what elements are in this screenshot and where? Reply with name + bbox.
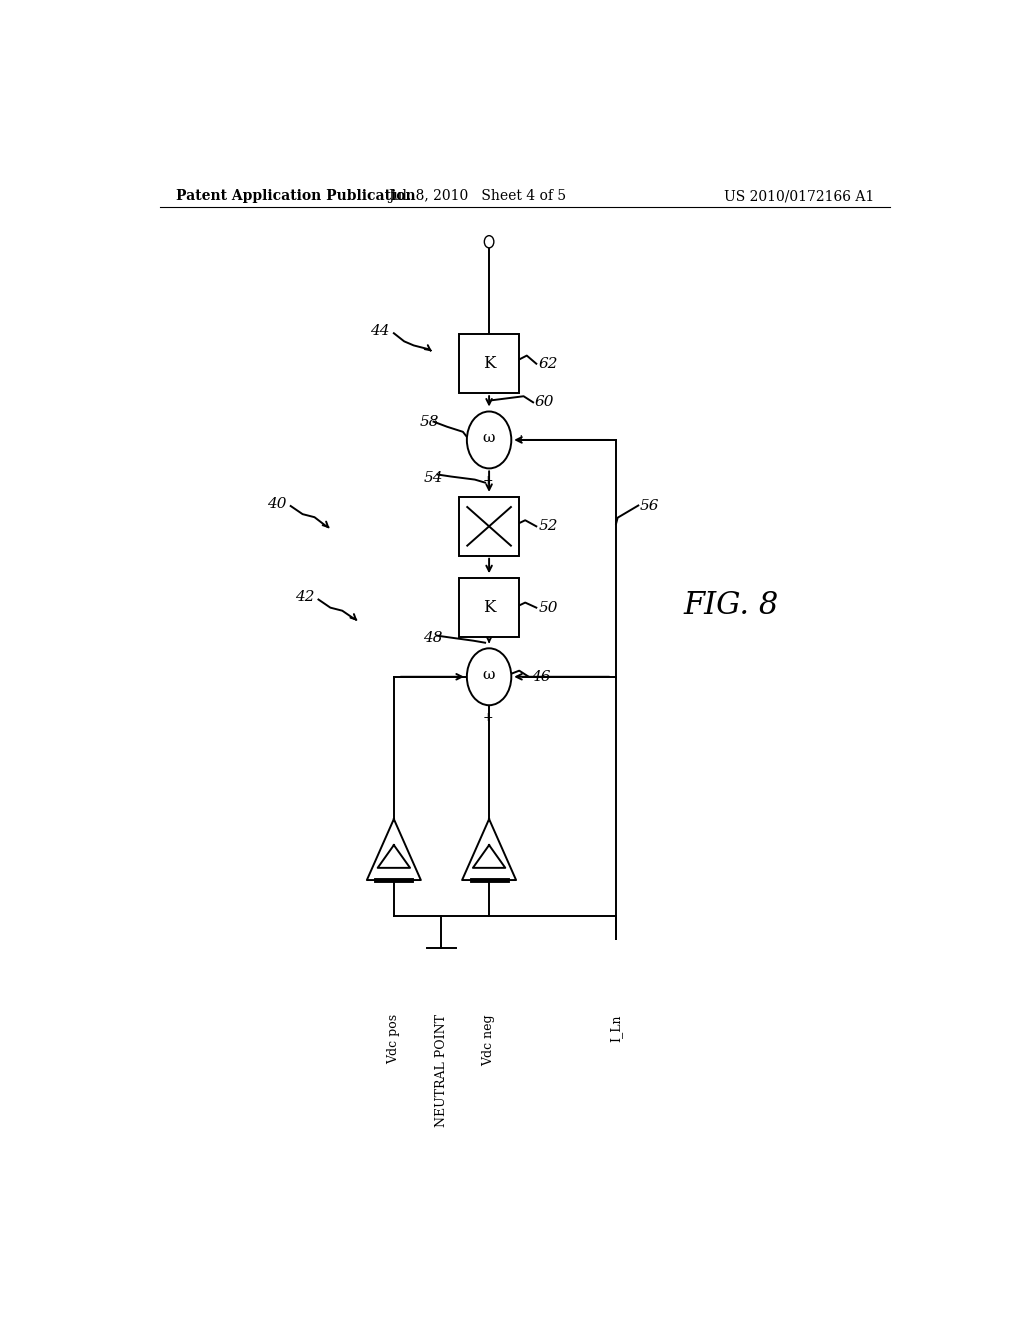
Text: US 2010/0172166 A1: US 2010/0172166 A1 bbox=[724, 189, 873, 203]
Bar bbox=[460, 496, 519, 556]
Text: 58: 58 bbox=[419, 414, 438, 429]
Text: 54: 54 bbox=[423, 470, 442, 484]
Bar bbox=[460, 578, 519, 638]
Text: K: K bbox=[483, 355, 496, 372]
Text: NEUTRAL POINT: NEUTRAL POINT bbox=[435, 1014, 447, 1127]
Text: 46: 46 bbox=[531, 669, 551, 684]
Text: 44: 44 bbox=[371, 325, 390, 338]
Circle shape bbox=[484, 236, 494, 248]
Text: Vdc pos: Vdc pos bbox=[387, 1014, 400, 1064]
Circle shape bbox=[467, 412, 511, 469]
Text: +: + bbox=[482, 474, 493, 487]
Text: 60: 60 bbox=[535, 395, 554, 409]
Text: Patent Application Publication: Patent Application Publication bbox=[176, 189, 416, 203]
Text: 56: 56 bbox=[640, 499, 659, 512]
Text: FIG. 8: FIG. 8 bbox=[683, 590, 779, 622]
Text: 62: 62 bbox=[539, 356, 558, 371]
Text: I_Ln: I_Ln bbox=[609, 1014, 623, 1041]
Text: K: K bbox=[483, 599, 496, 616]
Text: 40: 40 bbox=[267, 496, 287, 511]
Text: 48: 48 bbox=[423, 631, 442, 644]
Text: +: + bbox=[515, 433, 526, 446]
Text: +: + bbox=[482, 711, 493, 723]
Text: ω: ω bbox=[483, 430, 496, 445]
Circle shape bbox=[467, 648, 511, 705]
Text: Jul. 8, 2010   Sheet 4 of 5: Jul. 8, 2010 Sheet 4 of 5 bbox=[388, 189, 566, 203]
Text: ω: ω bbox=[483, 668, 496, 681]
Text: 50: 50 bbox=[539, 601, 558, 615]
Text: Vdc neg: Vdc neg bbox=[482, 1014, 496, 1065]
Bar bbox=[460, 334, 519, 393]
Text: 52: 52 bbox=[539, 519, 558, 533]
Text: 42: 42 bbox=[295, 590, 314, 605]
Text: -: - bbox=[453, 669, 459, 684]
